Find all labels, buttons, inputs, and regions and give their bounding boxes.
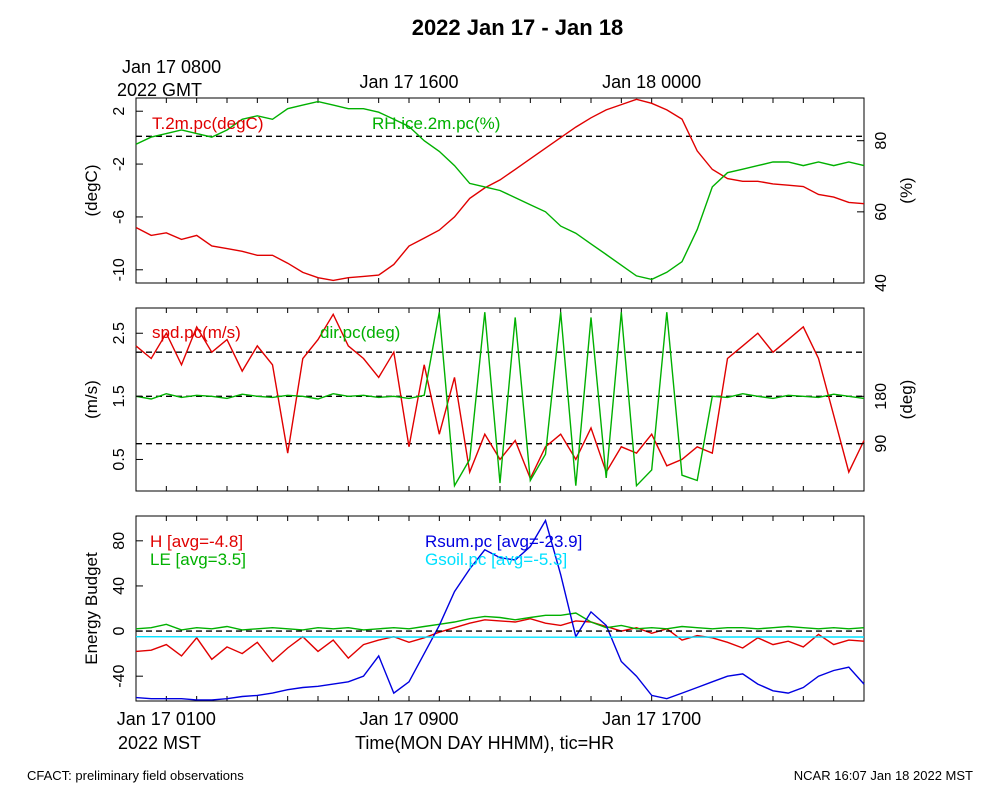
bottom-time-tick-label: Jan 17 0900 (359, 709, 458, 729)
y-axis-label-left: Energy Budget (82, 552, 101, 665)
y-tick-label: 0.5 (111, 448, 128, 470)
y-tick-label: -2 (111, 157, 128, 171)
legend-entry: H [avg=-4.8] (150, 532, 243, 551)
y-tick-label-right: 60 (873, 203, 890, 221)
y-tick-label-right: 40 (873, 274, 890, 292)
y-axis-label-right: (%) (897, 177, 916, 203)
series-line-rh-ice-2m-pc- (135, 100, 865, 281)
legend-entry: Gsoil.pc [avg=-5.3] (425, 550, 567, 569)
legend-entry: T.2m.pc(degC) (152, 114, 263, 133)
chart-title: 2022 Jan 17 - Jan 18 (411, 15, 624, 40)
y-axis-label-left: (degC) (82, 165, 101, 217)
y-tick-label: 0 (111, 627, 128, 636)
y-tick-label-right: 80 (873, 132, 890, 150)
series-line-h (135, 617, 865, 663)
top-time-tick-label: Jan 18 0000 (602, 72, 701, 92)
x-axis-title: Time(MON DAY HHMM), tic=HR (355, 733, 615, 753)
legend-entry: spd.pc(m/s) (152, 323, 241, 342)
y-tick-label: -10 (111, 258, 128, 281)
y-tick-label: 40 (111, 577, 128, 595)
series-line-dir-pc-deg- (135, 312, 865, 488)
y-tick-label: 2 (111, 107, 128, 116)
series-line-rsum-pc (135, 518, 865, 701)
top-left-label-line2: 2022 GMT (117, 80, 203, 100)
top-left-label-line1: Jan 17 0800 (122, 57, 222, 77)
legend-entry: RH.ice.2m.pc(%) (372, 114, 500, 133)
footer-left: CFACT: preliminary field observations (27, 768, 244, 783)
series-line-t-2m-pc-degc- (135, 98, 865, 282)
series-line-le (135, 612, 865, 631)
legend-entry: Rsum.pc [avg=-23.9] (425, 532, 582, 551)
top-time-tick-label: Jan 17 1600 (359, 72, 458, 92)
y-tick-label-right: 90 (873, 435, 890, 453)
legend-entry: LE [avg=3.5] (150, 550, 246, 569)
y-tick-label: 2.5 (111, 322, 128, 344)
series-line-gsoil-pc (135, 636, 864, 638)
y-tick-label: 1.5 (111, 385, 128, 407)
footer-right: NCAR 16:07 Jan 18 2022 MST (793, 768, 973, 783)
series-line-spd-pc-m-s- (135, 312, 865, 481)
bottom-time-tick-label: Jan 17 0100 (117, 709, 216, 729)
y-tick-label: -6 (111, 210, 128, 224)
bottom-time-tick-label: Jan 17 1700 (602, 709, 701, 729)
legend-entry: dir.pc(deg) (320, 323, 400, 342)
y-axis-label-left: (m/s) (82, 380, 101, 419)
y-axis-label-right: (deg) (897, 380, 916, 420)
bottom-left-label: 2022 MST (118, 733, 202, 753)
y-tick-label: -40 (111, 665, 128, 688)
y-tick-label-right: 180 (873, 383, 890, 410)
y-tick-label: 80 (111, 532, 128, 550)
